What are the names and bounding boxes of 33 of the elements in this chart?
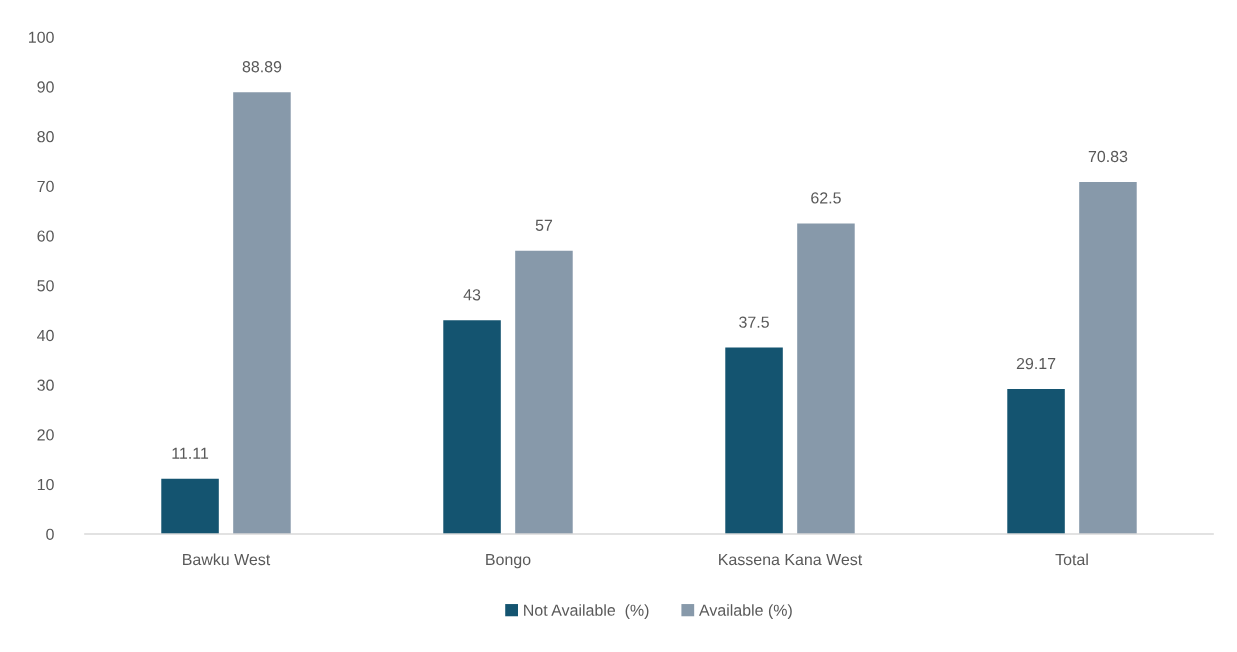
bar xyxy=(1007,389,1065,534)
y-tick-label: 40 xyxy=(37,329,54,342)
legend-label: Available (%) xyxy=(699,604,792,620)
bar xyxy=(1079,181,1137,534)
data-label: 88.89 xyxy=(242,61,282,73)
x-tick-label: Bongo xyxy=(486,554,531,569)
bar xyxy=(443,320,501,534)
x-tick-label: Total xyxy=(1055,553,1088,566)
bar xyxy=(797,223,855,534)
bar xyxy=(161,478,219,534)
y-tick-label: 0 xyxy=(46,528,54,540)
y-tick-label: 70 xyxy=(37,180,54,193)
data-label: 62.5 xyxy=(811,192,841,204)
y-tick-label: 80 xyxy=(37,131,54,143)
y-tick-label: 60 xyxy=(37,230,54,242)
data-label: 29.17 xyxy=(1016,357,1056,370)
y-tick-label: 20 xyxy=(37,429,54,441)
y-tick-label: 30 xyxy=(37,379,54,391)
bar xyxy=(515,250,573,534)
data-label: 11.11 xyxy=(172,447,209,459)
y-tick-label: 10 xyxy=(37,478,54,491)
legend-label: Not Available (%) xyxy=(524,604,649,620)
data-label: 57 xyxy=(535,219,553,231)
bar xyxy=(233,92,291,534)
x-tick-label: Kassena Kana West xyxy=(719,554,863,566)
data-label: 37.5 xyxy=(739,316,769,328)
bar xyxy=(725,347,783,534)
data-label: 43 xyxy=(463,289,481,301)
data-label: 70.83 xyxy=(1088,150,1128,163)
y-tick-label: 50 xyxy=(37,280,54,292)
y-tick-label: 90 xyxy=(37,81,54,93)
x-tick-label: Bawku West xyxy=(183,553,271,566)
y-tick-label: 100 xyxy=(29,31,54,43)
